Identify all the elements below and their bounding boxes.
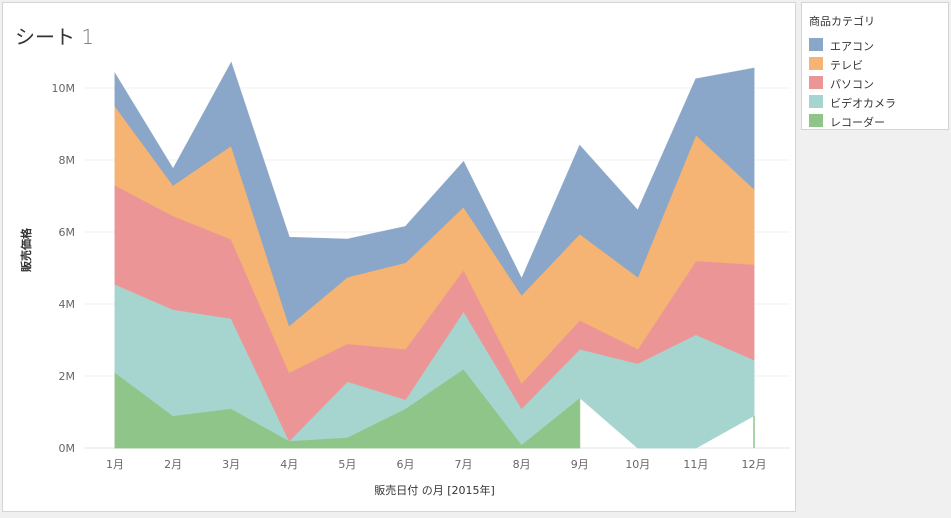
legend-label: パソコン	[830, 78, 874, 91]
legend-swatch	[809, 38, 823, 51]
x-tick-label: 1月	[106, 458, 124, 471]
legend-label: テレビ	[830, 59, 863, 72]
area-chart: 0M 2M 4M 6M 8M 10M 1月 2月 3月 4月 5月 6月 7月 8月 9月 10月 11月 12月…	[19, 61, 790, 497]
legend-label: エアコン	[830, 40, 874, 53]
legend-label: レコーダー	[830, 116, 885, 129]
y-tick-label: 8M	[59, 154, 76, 167]
x-tick-label: 3月	[222, 458, 240, 471]
x-tick-label: 6月	[396, 458, 414, 471]
legend-swatch	[809, 76, 823, 89]
y-tick-label: 10M	[52, 82, 76, 95]
legend-title: 商品カテゴリ	[809, 15, 875, 28]
y-tick-label: 6M	[59, 226, 76, 239]
y-tick-label: 4M	[59, 298, 76, 311]
y-tick-label: 0M	[59, 442, 76, 455]
x-tick-label: 12月	[742, 458, 767, 471]
legend-swatch	[809, 95, 823, 108]
y-axis-title: 販売価格	[19, 227, 33, 272]
x-tick-label: 4月	[280, 458, 298, 471]
x-tick-label: 2月	[164, 458, 182, 471]
legend-swatch	[809, 57, 823, 70]
legend-swatch	[809, 114, 823, 127]
legend-panel: 商品カテゴリ エアコン テレビ パソコン ビデオカメラ レコーダー	[801, 2, 949, 130]
sheet-title: シート 1	[15, 25, 95, 49]
x-axis-title: 販売日付 の月 [2015年]	[374, 483, 495, 497]
area-series-エアコン	[114, 61, 755, 327]
x-tick-label: 5月	[338, 458, 356, 471]
x-tick-label: 9月	[571, 458, 589, 471]
legend-label: ビデオカメラ	[830, 97, 896, 110]
x-tick-label: 7月	[455, 458, 473, 471]
y-tick-label: 2M	[59, 370, 76, 383]
x-tick-label: 11月	[683, 458, 708, 471]
x-tick-label: 10月	[625, 458, 650, 471]
x-tick-label: 8月	[513, 458, 531, 471]
